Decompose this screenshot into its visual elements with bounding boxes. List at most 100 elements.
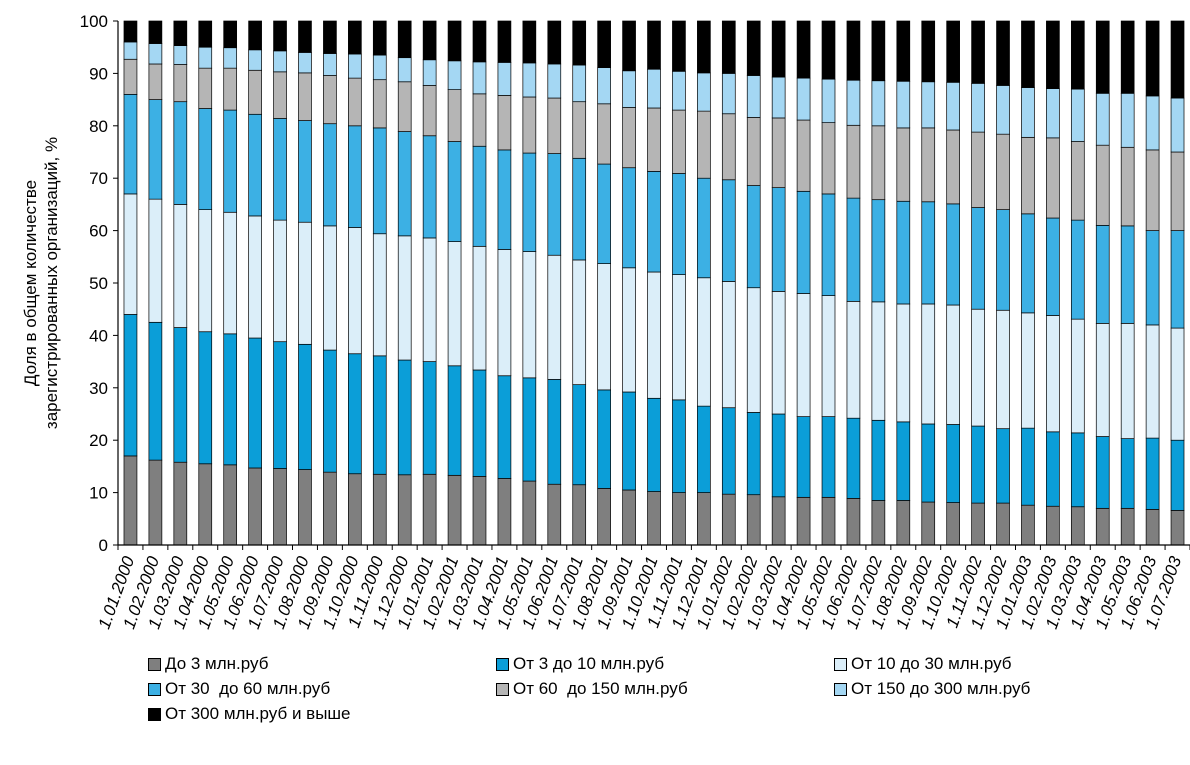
- bar-segment-6: [971, 20, 985, 84]
- bar-segment-2: [746, 287, 761, 413]
- bar-segment-5: [397, 57, 412, 83]
- bar-segment-1: [547, 379, 562, 485]
- bar-segment-5: [672, 70, 686, 111]
- bar-segment-2: [148, 198, 163, 323]
- bar-segment-3: [547, 153, 562, 256]
- legend-item-6: От 300 млн.руб и выше: [148, 704, 351, 724]
- bar-segment-5: [148, 43, 163, 65]
- legend-label: От 10 до 30 млн.руб: [851, 654, 1012, 673]
- bar-segment-1: [846, 417, 861, 499]
- bar-segment-4: [946, 129, 960, 205]
- bar-segment-4: [672, 109, 686, 174]
- bar-segment-3: [198, 108, 213, 210]
- bar-segment-6: [746, 20, 761, 76]
- bar-segment-3: [1070, 219, 1085, 320]
- bar-segment-0: [372, 473, 387, 546]
- bar-segment-6: [721, 20, 736, 74]
- bar-segment-4: [298, 72, 312, 121]
- bar-segment-3: [946, 203, 960, 306]
- bar-segment-2: [597, 263, 611, 391]
- bar-segment-3: [896, 200, 911, 305]
- bar-segment-1: [796, 416, 811, 498]
- bar-segment-4: [397, 81, 412, 132]
- bar-segment-2: [273, 219, 287, 343]
- bar-segment-4: [372, 79, 387, 129]
- bar-segment-4: [597, 103, 611, 165]
- bar-segment-5: [348, 53, 362, 79]
- bar-segment-6: [871, 20, 886, 82]
- bar-segment-5: [746, 75, 761, 118]
- bar-segment-6: [1095, 20, 1110, 94]
- bar-segment-1: [173, 327, 188, 463]
- bar-segment-0: [1070, 506, 1085, 546]
- bar-segment-1: [323, 349, 337, 473]
- legend-swatch: [496, 657, 509, 671]
- y-tick-label: 10: [89, 484, 108, 503]
- bar-segment-3: [148, 99, 163, 200]
- bar-segment-2: [1021, 312, 1035, 429]
- bar-segment-5: [1046, 88, 1060, 139]
- legend-swatch: [834, 657, 847, 671]
- bar-segment-1: [771, 413, 786, 498]
- bar-segment-5: [298, 52, 312, 74]
- bar-segment-2: [1120, 323, 1135, 439]
- bar-segment-2: [796, 293, 811, 417]
- legend-label: От 30 до 60 млн.руб: [165, 679, 331, 698]
- bar-segment-5: [1145, 95, 1160, 151]
- bar-segment-4: [1046, 137, 1060, 219]
- bar-segment-2: [1145, 324, 1160, 439]
- bar-segment-5: [123, 41, 138, 60]
- bar-segment-4: [921, 127, 936, 203]
- bar-segment-6: [547, 20, 562, 65]
- bar-segment-0: [497, 478, 512, 546]
- bar-segment-6: [323, 20, 337, 54]
- bar-segment-4: [1145, 149, 1160, 231]
- bar-segment-1: [472, 369, 487, 477]
- bar-segment-0: [223, 464, 238, 546]
- bar-segment-3: [273, 118, 287, 221]
- bar-segment-1: [597, 389, 611, 489]
- bar-segment-4: [746, 117, 761, 186]
- legend-label: От 60 до 150 млн.руб: [513, 679, 688, 698]
- bar-segment-0: [198, 463, 213, 546]
- bar-segment-5: [223, 47, 238, 69]
- legend-item-0: До 3 млн.руб: [148, 654, 268, 674]
- y-axis-title-line: зарегистрированных организаций, %: [42, 137, 61, 429]
- legend-item-3: От 30 до 60 млн.руб: [148, 679, 330, 699]
- bar-segment-4: [173, 64, 188, 103]
- bar-segment-2: [497, 249, 512, 377]
- bar-segment-5: [597, 67, 611, 105]
- bar-segment-0: [397, 474, 412, 546]
- bar-segment-6: [796, 20, 811, 79]
- bar-segment-4: [323, 75, 337, 125]
- bar-segment-4: [697, 110, 711, 179]
- bar-segment-5: [472, 61, 487, 95]
- bar-segment-5: [1120, 92, 1135, 148]
- bar-segment-6: [946, 20, 960, 83]
- bar-segment-4: [1021, 136, 1035, 215]
- bar-segment-1: [298, 343, 312, 470]
- bar-segment-3: [173, 101, 188, 205]
- bar-segment-4: [771, 117, 786, 188]
- bar-segment-2: [522, 251, 537, 379]
- bar-segment-1: [148, 321, 163, 461]
- bar-segment-2: [846, 300, 861, 419]
- bar-segment-2: [821, 295, 836, 417]
- bar-segment-2: [173, 204, 188, 328]
- bar-segment-0: [697, 492, 711, 546]
- bar-segment-0: [597, 488, 611, 546]
- bar-segment-6: [1046, 20, 1060, 89]
- bar-segment-4: [996, 133, 1010, 210]
- bar-segment-6: [996, 20, 1010, 86]
- bar-segment-5: [1170, 97, 1185, 153]
- y-tick-label: 40: [89, 326, 108, 345]
- bar-segment-4: [896, 127, 911, 202]
- legend-swatch: [148, 657, 161, 671]
- bar-segment-1: [447, 365, 462, 476]
- bar-segment-2: [996, 309, 1010, 430]
- bar-segment-1: [821, 416, 836, 498]
- bar-segment-6: [522, 20, 537, 64]
- legend-item-4: От 60 до 150 млн.руб: [496, 679, 688, 699]
- bar-segment-2: [397, 235, 412, 361]
- bar-segment-3: [1046, 217, 1060, 316]
